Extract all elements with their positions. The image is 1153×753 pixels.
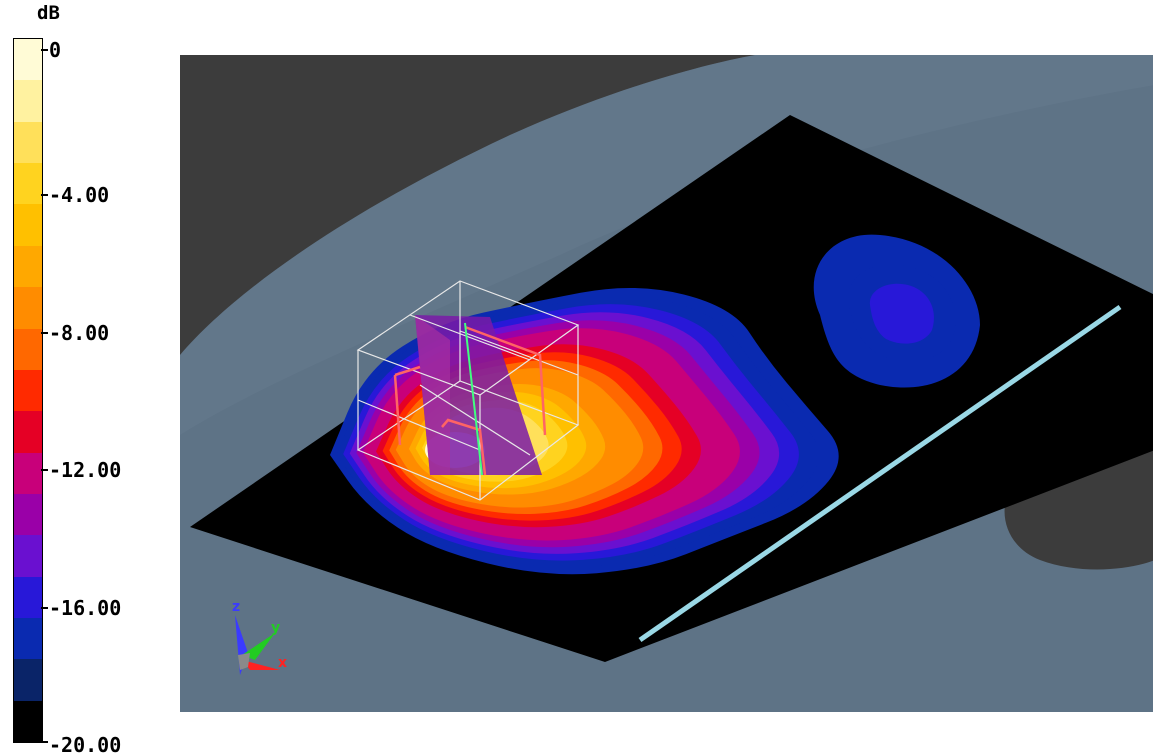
colorbar-level-1 xyxy=(14,80,42,122)
scene-svg: z y x xyxy=(180,55,1153,712)
antenna-wireframe xyxy=(356,280,580,501)
colorbar-tick-label-3: -12.00 xyxy=(49,458,122,482)
colorbar-tick-label-2: -8.00 xyxy=(49,321,110,345)
phantom-highlight xyxy=(180,55,1153,435)
colorbar-level-6 xyxy=(14,287,42,329)
colorbar-tick-label-0: 0 xyxy=(49,38,62,62)
antenna-feed-line xyxy=(464,322,483,476)
3d-viewport[interactable]: z y x xyxy=(180,55,1153,712)
colorbar-level-16 xyxy=(14,700,42,743)
colorbar-tick-mark-2 xyxy=(41,332,48,334)
colorbar-level-14 xyxy=(14,618,42,660)
colorbar-tick-mark-1 xyxy=(41,194,48,196)
axis-label-x: x xyxy=(278,655,287,671)
colorbar-level-0 xyxy=(14,39,42,81)
colorbar-level-3 xyxy=(14,163,42,205)
antenna-panel-side xyxy=(415,315,450,475)
antenna-cage xyxy=(356,280,580,501)
colorbar-level-15 xyxy=(14,659,42,701)
colorbar-level-13 xyxy=(14,576,42,619)
colorbar-level-11 xyxy=(14,493,42,536)
colorbar-level-5 xyxy=(14,245,42,288)
axis-origin xyxy=(238,653,250,670)
colorbar-tick-mark-5 xyxy=(41,741,48,743)
plane-edge-highlight xyxy=(638,304,1122,643)
colorbar-unit-label: dB xyxy=(37,2,60,24)
side-lobe-contour-2 xyxy=(869,283,934,344)
colorbar-level-4 xyxy=(14,204,42,246)
colorbar-tick-mark-4 xyxy=(41,607,48,609)
colorbar-level-8 xyxy=(14,369,42,412)
colorbar-tick-mark-0 xyxy=(41,49,48,51)
antenna-elements xyxy=(393,325,547,476)
colorbar-tick-label-4: -16.00 xyxy=(49,596,122,620)
colorbar-level-9 xyxy=(14,411,42,453)
axis-label-y: y xyxy=(271,620,280,636)
colorbar-level-2 xyxy=(14,121,42,164)
colorbar-tick-mark-3 xyxy=(41,469,48,471)
colorbar-level-12 xyxy=(14,535,42,577)
axis-label-z: z xyxy=(232,599,240,615)
axis-triad: z y x xyxy=(232,599,287,675)
colorbar-tick-label-1: -4.00 xyxy=(49,183,110,207)
axis-x-arrow xyxy=(242,660,280,670)
axis-y-arrow xyxy=(242,633,275,660)
colorbar-level-7 xyxy=(14,328,42,370)
colorbar xyxy=(13,38,43,743)
colorbar-level-10 xyxy=(14,452,42,494)
colorbar-tick-label-5: -20.00 xyxy=(49,733,122,753)
